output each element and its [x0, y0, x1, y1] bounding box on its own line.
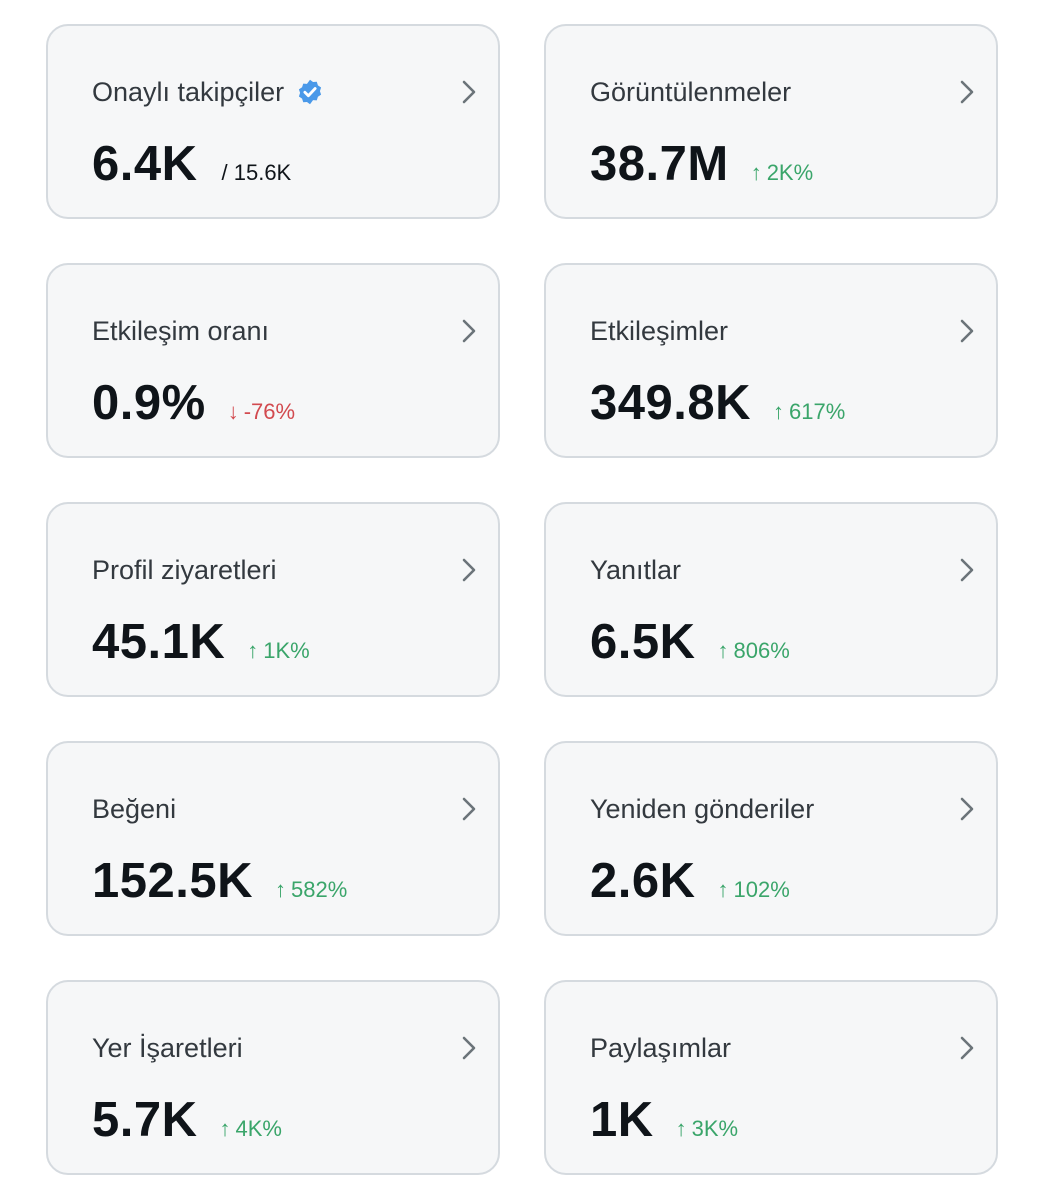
arrow-up-icon: ↑: [717, 638, 729, 663]
arrow-up-icon: ↑: [247, 638, 259, 663]
card-delta-value: 582%: [291, 877, 348, 902]
chevron-right-icon[interactable]: [956, 795, 978, 823]
card-title: Onaylı takipçiler: [92, 77, 285, 107]
metric-card-impressions[interactable]: Görüntülenmeler 38.7M ↑ 2K%: [544, 24, 998, 219]
verified-badge-icon: [296, 78, 324, 106]
card-value: 152.5K: [92, 854, 254, 908]
card-delta: ↑ 806%: [718, 638, 790, 664]
card-title-row: Etkileşim oranı: [92, 315, 269, 347]
card-value: 6.5K: [590, 615, 696, 669]
card-delta: ↑ 2K%: [751, 160, 813, 186]
metric-card-likes[interactable]: Beğeni 152.5K ↑ 582%: [46, 741, 500, 936]
chevron-right-icon[interactable]: [458, 1034, 480, 1062]
arrow-up-icon: ↑: [773, 399, 785, 424]
card-title: Profil ziyaretleri: [92, 555, 277, 585]
card-delta-value: 2K%: [766, 160, 814, 185]
arrow-up-icon: ↑: [717, 877, 729, 902]
card-title-row: Onaylı takipçiler: [92, 76, 324, 108]
card-total: / 15.6K: [221, 160, 292, 185]
card-delta: ↑ 102%: [718, 877, 790, 903]
card-value: 5.7K: [92, 1093, 198, 1147]
card-title-row: Paylaşımlar: [590, 1032, 731, 1064]
card-value-row: 0.9% ↓ -76%: [92, 375, 295, 431]
chevron-right-icon[interactable]: [458, 556, 480, 584]
card-value: 2.6K: [590, 854, 696, 908]
card-value: 0.9%: [92, 376, 206, 430]
arrow-down-icon: ↓: [227, 399, 239, 424]
chevron-right-icon[interactable]: [956, 317, 978, 345]
card-value-row: 45.1K ↑ 1K%: [92, 614, 310, 670]
metric-card-profile-visits[interactable]: Profil ziyaretleri 45.1K ↑ 1K%: [46, 502, 500, 697]
metric-card-bookmarks[interactable]: Yer İşaretleri 5.7K ↑ 4K%: [46, 980, 500, 1175]
card-delta-value: -76%: [243, 399, 296, 424]
metric-card-reposts[interactable]: Yeniden gönderiler 2.6K ↑ 102%: [544, 741, 998, 936]
card-title: Yanıtlar: [590, 555, 682, 585]
chevron-right-icon[interactable]: [956, 556, 978, 584]
arrow-up-icon: ↑: [275, 877, 287, 902]
metric-card-replies[interactable]: Yanıtlar 6.5K ↑ 806%: [544, 502, 998, 697]
card-title: Etkileşimler: [590, 316, 729, 346]
chevron-right-icon[interactable]: [458, 317, 480, 345]
card-title: Yer İşaretleri: [92, 1033, 243, 1063]
card-delta-value: 806%: [733, 638, 790, 663]
card-title-row: Etkileşimler: [590, 315, 728, 347]
card-delta: ↑ 1K%: [247, 638, 309, 664]
card-title: Görüntülenmeler: [590, 77, 792, 107]
card-value-row: 2.6K ↑ 102%: [590, 853, 790, 909]
card-title-row: Yanıtlar: [590, 554, 681, 586]
card-value: 1K: [590, 1093, 654, 1147]
card-value-row: 6.5K ↑ 806%: [590, 614, 790, 670]
card-title-row: Görüntülenmeler: [590, 76, 791, 108]
card-delta-value: 617%: [789, 399, 846, 424]
card-title-row: Beğeni: [92, 793, 176, 825]
card-delta-value: 4K%: [235, 1116, 282, 1141]
card-delta: ↑ 582%: [275, 877, 347, 903]
metric-card-shares[interactable]: Paylaşımlar 1K ↑ 3K%: [544, 980, 998, 1175]
card-value: 45.1K: [92, 615, 226, 669]
card-value-row: 152.5K ↑ 582%: [92, 853, 347, 909]
card-title: Beğeni: [92, 794, 177, 824]
card-delta-value: 3K%: [691, 1116, 739, 1141]
chevron-right-icon[interactable]: [458, 795, 480, 823]
metric-card-verified-followers[interactable]: Onaylı takipçiler 6.4K / 15.6K: [46, 24, 500, 219]
card-title: Paylaşımlar: [590, 1033, 732, 1063]
metric-card-engagements[interactable]: Etkileşimler 349.8K ↑ 617%: [544, 263, 998, 458]
card-value: 349.8K: [590, 376, 752, 430]
card-delta-value: 102%: [733, 877, 790, 902]
card-delta: ↑ 3K%: [676, 1116, 738, 1142]
card-title-row: Yeniden gönderiler: [590, 793, 814, 825]
card-value-row: 5.7K ↑ 4K%: [92, 1092, 282, 1148]
chevron-right-icon[interactable]: [458, 78, 480, 106]
card-value-row: 1K ↑ 3K%: [590, 1092, 738, 1148]
card-value-row: 349.8K ↑ 617%: [590, 375, 845, 431]
chevron-right-icon[interactable]: [956, 78, 978, 106]
card-value-row: 38.7M ↑ 2K%: [590, 136, 813, 192]
card-title: Etkileşim oranı: [92, 316, 270, 346]
card-value: 6.4K: [92, 137, 198, 191]
arrow-up-icon: ↑: [219, 1116, 231, 1141]
arrow-up-icon: ↑: [750, 160, 762, 185]
card-delta: ↓ -76%: [228, 399, 295, 425]
card-delta: ↑ 617%: [773, 399, 845, 425]
metrics-grid: Onaylı takipçiler 6.4K / 15.6K Görüntüle…: [46, 24, 998, 1175]
card-title: Yeniden gönderiler: [590, 794, 815, 824]
card-value-row: 6.4K / 15.6K: [92, 136, 291, 192]
card-value: 38.7M: [590, 137, 729, 191]
card-delta: ↑ 4K%: [220, 1116, 282, 1142]
metric-card-engagement-rate[interactable]: Etkileşim oranı 0.9% ↓ -76%: [46, 263, 500, 458]
card-title-row: Yer İşaretleri: [92, 1032, 243, 1064]
chevron-right-icon[interactable]: [956, 1034, 978, 1062]
card-title-row: Profil ziyaretleri: [92, 554, 277, 586]
card-delta-value: 1K%: [263, 638, 310, 663]
arrow-up-icon: ↑: [675, 1116, 687, 1141]
